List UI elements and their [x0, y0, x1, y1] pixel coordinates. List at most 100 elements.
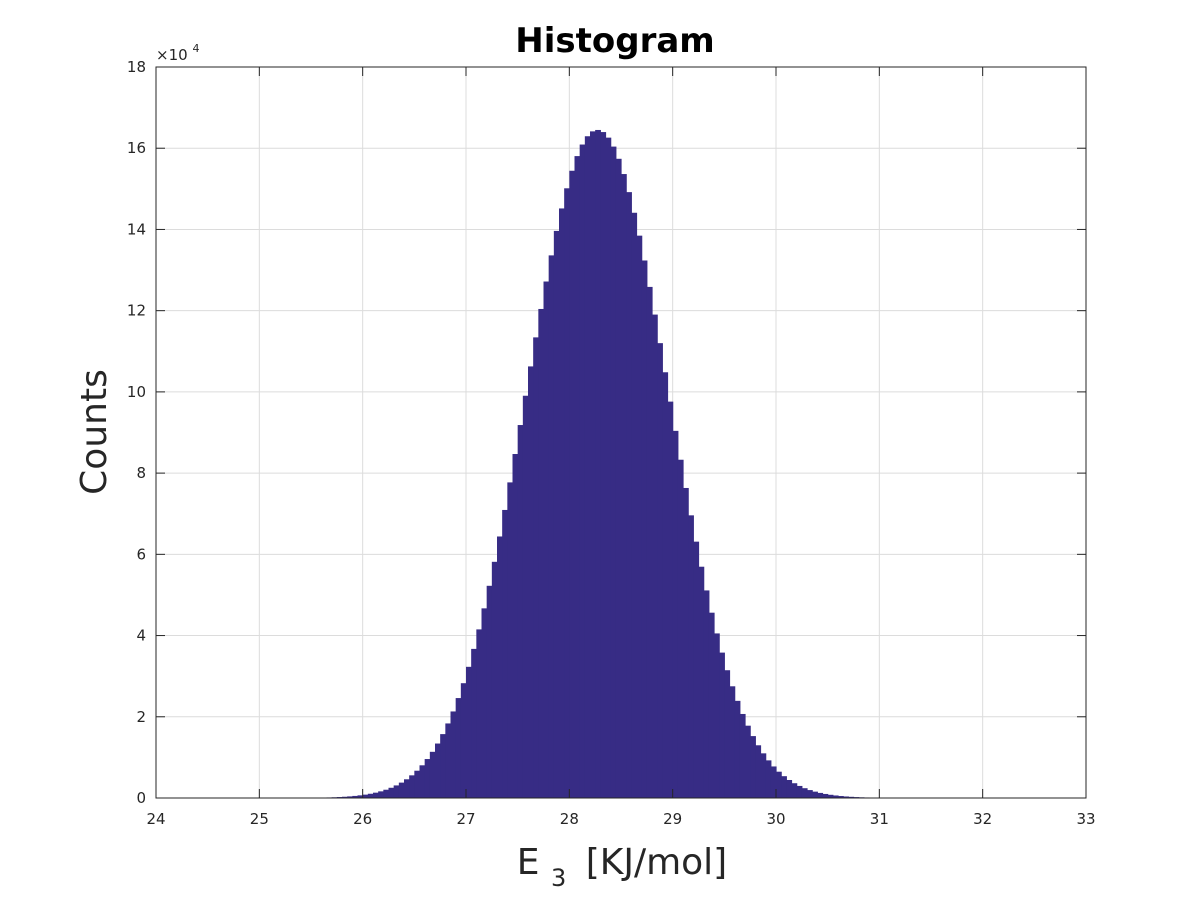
histogram-bar: [461, 683, 467, 798]
histogram-bar: [497, 536, 503, 798]
histogram-bar: [735, 701, 741, 798]
histogram-bar: [642, 260, 648, 798]
y-tick-label: 14: [127, 220, 146, 238]
histogram-bar: [445, 723, 451, 798]
histogram-bar: [611, 147, 617, 798]
histogram-bar: [466, 667, 472, 798]
histogram-bar: [755, 745, 761, 798]
histogram-bar: [513, 454, 519, 798]
histogram-bar: [792, 783, 798, 798]
histogram-bars: [285, 130, 911, 798]
histogram-bar: [668, 402, 674, 798]
histogram-bar: [476, 629, 482, 798]
histogram-bar: [823, 794, 829, 798]
x-tick-label: 28: [560, 810, 579, 828]
x-tick-label: 26: [353, 810, 372, 828]
histogram-bar: [781, 776, 787, 798]
histogram-bar: [776, 772, 782, 798]
histogram-bar: [631, 213, 637, 798]
histogram-bar: [616, 159, 622, 798]
x-tick-label: 31: [870, 810, 889, 828]
histogram-bar: [425, 759, 431, 798]
histogram-bar: [580, 145, 586, 798]
histogram-bar: [533, 337, 539, 798]
histogram-bar: [657, 343, 663, 798]
histogram-bar: [549, 255, 555, 798]
y-tick-label: 6: [136, 545, 146, 563]
x-tick-label: 25: [250, 810, 269, 828]
histogram-bar: [430, 752, 436, 798]
x-tick-label: 29: [663, 810, 682, 828]
histogram-bar: [502, 510, 508, 798]
histogram-bar: [518, 425, 524, 798]
histogram-bar: [575, 156, 581, 798]
x-tick-label: 33: [1076, 810, 1095, 828]
histogram-bar: [797, 786, 803, 798]
histogram-bar: [704, 590, 710, 798]
histogram-bar: [606, 138, 612, 798]
histogram-bar: [683, 488, 689, 798]
histogram-bar: [389, 788, 395, 798]
histogram-bar: [394, 785, 400, 798]
histogram-bar: [724, 670, 730, 798]
histogram-bar: [420, 765, 426, 798]
histogram-bar: [559, 208, 565, 798]
histogram-bar: [730, 686, 736, 798]
x-tick-label: 32: [973, 810, 992, 828]
y-exponent-power: 4: [192, 42, 199, 55]
x-axis-title-main: E: [517, 842, 540, 883]
y-tick-label: 12: [127, 302, 146, 320]
histogram-bar: [709, 613, 715, 798]
histogram-bar: [585, 136, 591, 798]
x-tick-label: 27: [456, 810, 475, 828]
histogram-bar: [693, 542, 699, 798]
histogram-bar: [399, 783, 405, 798]
histogram-bar: [451, 711, 457, 798]
y-tick-label: 2: [136, 708, 146, 726]
x-axis-title: E 3 [KJ/mol]: [517, 842, 727, 895]
x-axis-title-subscript: 3: [551, 864, 566, 892]
histogram-bar: [440, 734, 446, 798]
y-tick-label: 16: [127, 139, 146, 157]
histogram-bar: [569, 171, 575, 798]
histogram-bar: [699, 567, 705, 798]
histogram-bar: [740, 714, 746, 798]
histogram-bar: [523, 396, 529, 798]
y-tick-label: 18: [127, 58, 146, 76]
y-axis-title: Counts: [74, 369, 115, 495]
histogram-bar: [378, 791, 384, 798]
histogram-bar: [807, 790, 813, 798]
histogram-bar: [662, 372, 668, 798]
histogram-bar: [673, 431, 679, 798]
histogram-bar: [409, 775, 415, 798]
histogram-bar: [538, 309, 544, 798]
histogram-bar: [621, 174, 627, 798]
y-exponent-base: ×10: [156, 46, 188, 64]
histogram-bar: [404, 779, 410, 798]
histogram-bar: [414, 771, 420, 798]
histogram-bar: [554, 231, 560, 798]
chart-title: Histogram: [515, 21, 714, 61]
histogram-bar: [714, 633, 720, 798]
y-tick-label: 4: [136, 627, 146, 645]
y-axis-exponent: ×10 4: [156, 42, 199, 64]
histogram-bar: [528, 366, 534, 798]
histogram-bar: [647, 287, 653, 798]
histogram-bar: [745, 726, 751, 798]
histogram-bar: [544, 282, 550, 798]
histogram-bar: [487, 586, 493, 798]
histogram-bar: [688, 515, 694, 798]
histogram-bar: [678, 460, 684, 798]
histogram-bar: [750, 736, 756, 798]
histogram-bar: [719, 653, 725, 798]
histogram-bar: [761, 753, 767, 798]
x-tick-label: 24: [146, 810, 165, 828]
histogram-bar: [637, 236, 643, 798]
histogram-bar: [368, 794, 374, 798]
histogram-bar: [766, 760, 772, 798]
histogram-bar: [595, 130, 601, 798]
histogram-bar: [456, 698, 462, 798]
y-tick-label: 10: [127, 383, 146, 401]
